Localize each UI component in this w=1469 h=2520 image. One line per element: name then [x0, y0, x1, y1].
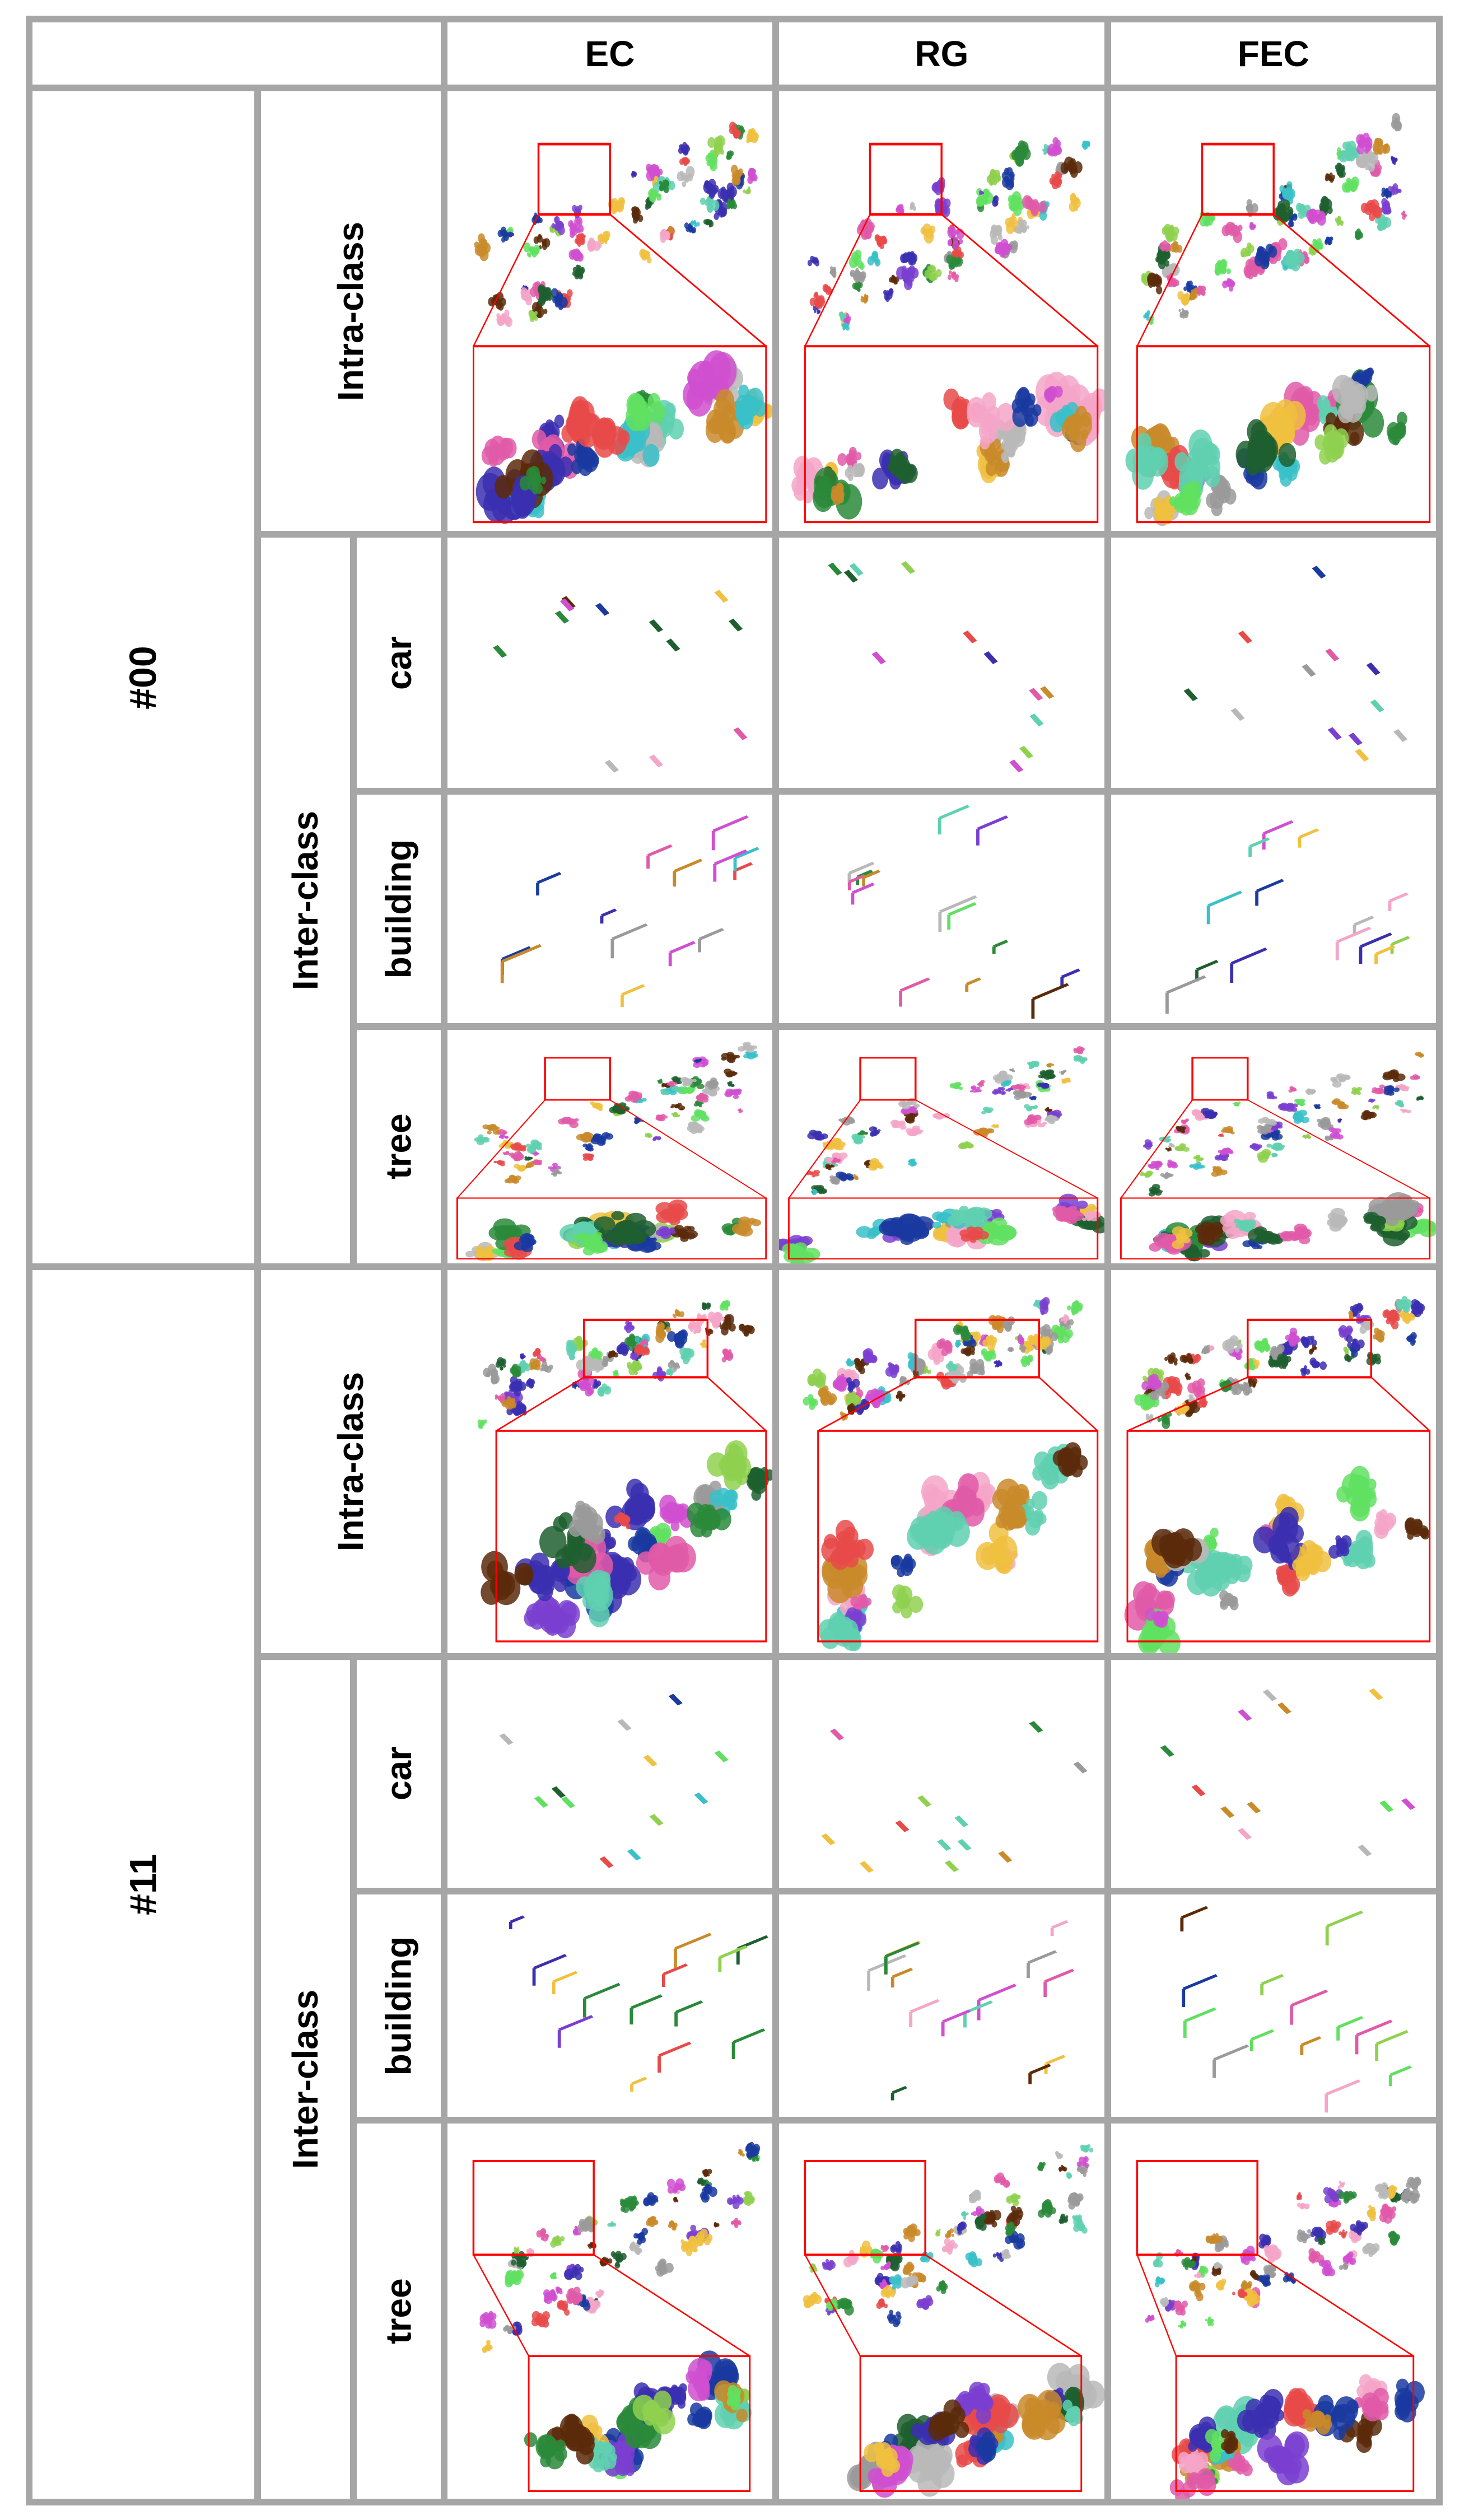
- segmentation-image-11-car-fec: [1111, 1659, 1436, 1888]
- class-label-tree-11: tree: [356, 2124, 441, 2499]
- class-label-building-00: building: [356, 795, 441, 1023]
- sequence-label-00: #00: [32, 91, 254, 1263]
- segmentation-image-11-building-ec: [447, 1894, 773, 2117]
- results-table: EC RG FEC #00 Intra-class Inter-class ca…: [26, 16, 1443, 2505]
- segmentation-image-11-intra-rg: [779, 1270, 1104, 1653]
- segmentation-image-00-building-rg: [779, 795, 1104, 1023]
- segmentation-image-00-tree-ec: [447, 1029, 773, 1263]
- header-corner: [32, 22, 441, 85]
- segmentation-image-11-intra-ec: [447, 1270, 773, 1653]
- method-header-fec: FEC: [1111, 22, 1436, 85]
- segmentation-image-00-tree-fec: [1111, 1029, 1436, 1263]
- segmentation-image-00-intra-rg: [779, 91, 1104, 531]
- segmentation-image-00-car-fec: [1111, 538, 1436, 788]
- segmentation-image-11-building-fec: [1111, 1894, 1436, 2117]
- intra-class-label-00: Intra-class: [260, 91, 441, 531]
- segmentation-image-00-car-rg: [779, 538, 1104, 788]
- segmentation-image-11-tree-ec: [447, 2124, 773, 2499]
- segmentation-image-11-car-rg: [779, 1659, 1104, 1888]
- segmentation-image-00-intra-ec: [447, 91, 773, 531]
- segmentation-image-00-building-fec: [1111, 795, 1436, 1023]
- segmentation-image-00-building-ec: [447, 795, 773, 1023]
- segmentation-image-00-tree-rg: [779, 1029, 1104, 1263]
- class-label-car-00: car: [356, 538, 441, 788]
- class-label-tree-00: tree: [356, 1029, 441, 1263]
- intra-class-label-11: Intra-class: [260, 1270, 441, 1653]
- class-label-car-11: car: [356, 1659, 441, 1888]
- method-header-ec: EC: [447, 22, 773, 85]
- segmentation-image-11-car-ec: [447, 1659, 773, 1888]
- segmentation-image-00-intra-fec: [1111, 91, 1436, 531]
- method-header-rg: RG: [779, 22, 1104, 85]
- sequence-label-11: #11: [32, 1270, 254, 2499]
- segmentation-image-11-tree-rg: [779, 2124, 1104, 2499]
- segmentation-image-11-building-rg: [779, 1894, 1104, 2117]
- inter-class-label-00: Inter-class: [260, 538, 350, 1263]
- segmentation-image-11-tree-fec: [1111, 2124, 1436, 2499]
- segmentation-image-00-car-ec: [447, 538, 773, 788]
- segmentation-image-11-intra-fec: [1111, 1270, 1436, 1653]
- inter-class-label-11: Inter-class: [260, 1659, 350, 2499]
- class-label-building-11: building: [356, 1894, 441, 2117]
